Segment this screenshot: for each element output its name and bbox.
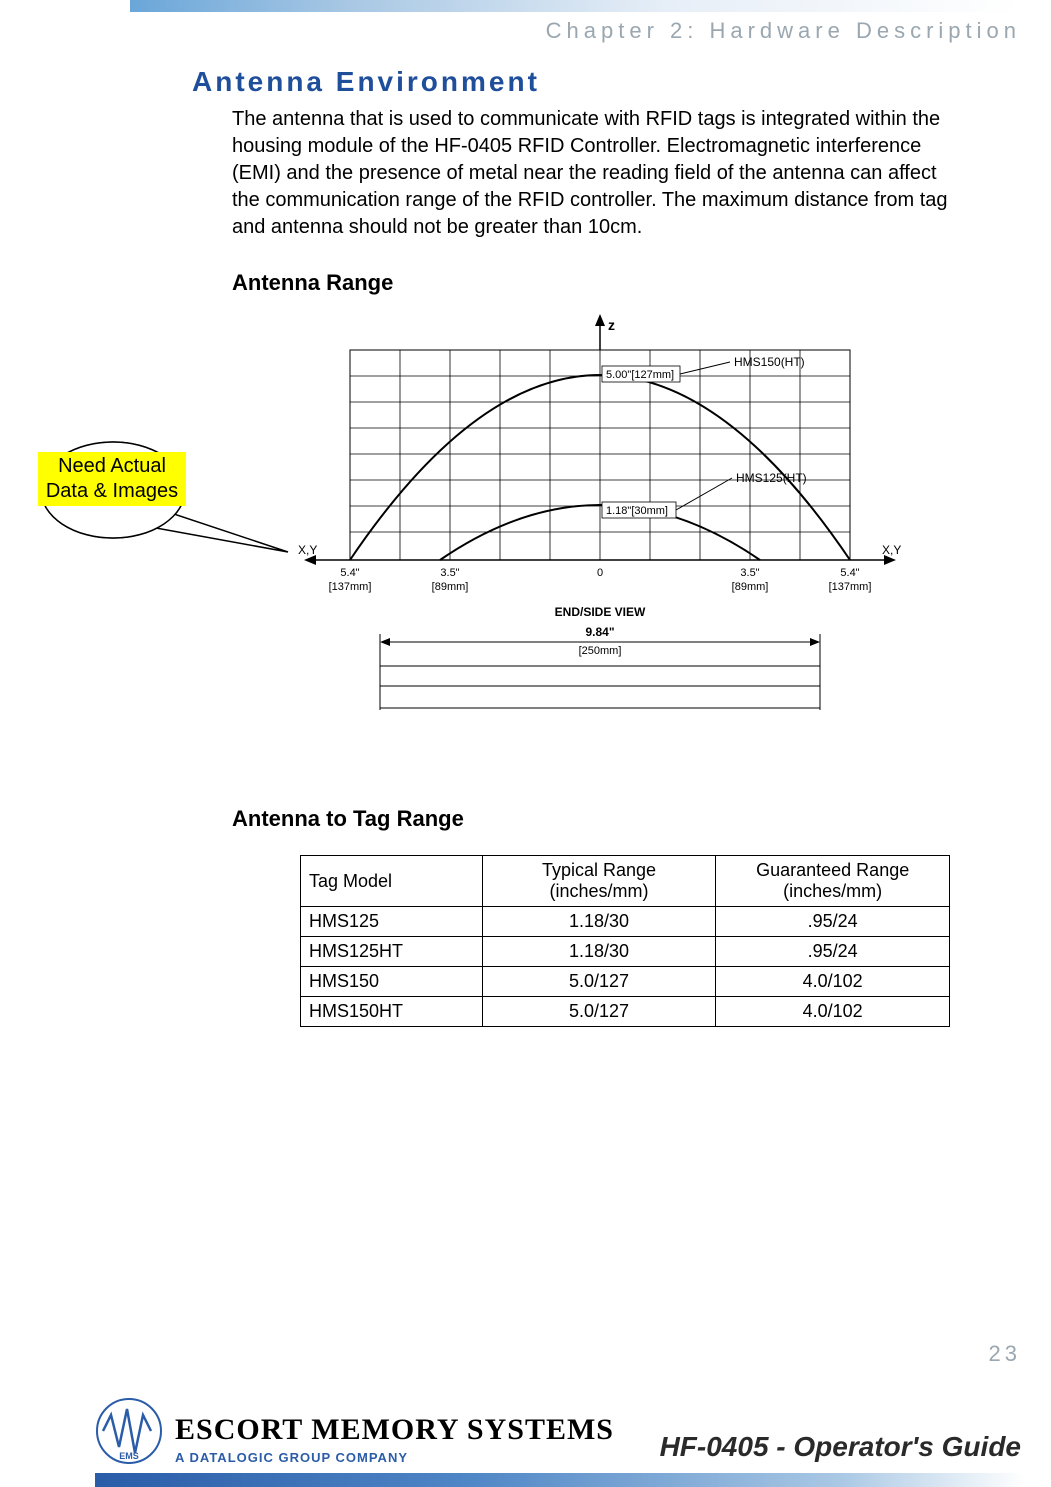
xy-left-label: X,Y	[298, 543, 317, 557]
diagram-grid	[350, 350, 850, 560]
xtick-sub: [137mm]	[829, 581, 872, 593]
table-row: HMS125 1.18/30 .95/24	[301, 907, 950, 937]
xtick: 3.5"	[740, 567, 759, 579]
cell: HMS150HT	[301, 997, 483, 1027]
antenna-range-title: Antenna Range	[232, 270, 393, 296]
table-row: HMS150 5.0/127 4.0/102	[301, 967, 950, 997]
peak-label-125: 1.18"[30mm]	[606, 505, 668, 517]
footer-company-sub: A DATALOGIC GROUP COMPANY	[175, 1450, 408, 1465]
callout-annotation: Need Actual Data & Images	[38, 440, 268, 640]
antenna-range-diagram: z X,Y X,Y 5.00"[127mm] HMS150(HT) 1.18"[…	[290, 310, 910, 730]
col-header: Typical Range (inches/mm)	[482, 856, 716, 907]
cell: 5.0/127	[482, 967, 716, 997]
xtick-sub: [89mm]	[432, 581, 469, 593]
cell: .95/24	[716, 907, 950, 937]
tag-range-table: Tag Model Typical Range (inches/mm) Guar…	[300, 855, 950, 1027]
header-gradient-bar	[130, 0, 1020, 12]
cell: HMS125HT	[301, 937, 483, 967]
xtick: 0	[597, 567, 603, 579]
xtick-sub: [89mm]	[732, 581, 769, 593]
section-body: The antenna that is used to communicate …	[232, 106, 952, 241]
side-width-sub: [250mm]	[579, 645, 622, 657]
footer-gradient-bar	[95, 1473, 1025, 1487]
cell: HMS150	[301, 967, 483, 997]
curve-name-125: HMS125(HT)	[736, 471, 807, 485]
page-number: 23	[989, 1341, 1021, 1367]
side-view-box	[380, 666, 820, 708]
page-footer: EMS ESCORT MEMORY SYSTEMS A DATALOGIC GR…	[0, 1377, 1051, 1487]
side-width-label: 9.84"	[585, 625, 614, 639]
svg-text:EMS: EMS	[119, 1451, 139, 1461]
table-row: HMS150HT 5.0/127 4.0/102	[301, 997, 950, 1027]
cell: .95/24	[716, 937, 950, 967]
z-axis-label: z	[608, 317, 615, 333]
table-header-row: Tag Model Typical Range (inches/mm) Guar…	[301, 856, 950, 907]
callout-text: Need Actual Data & Images	[38, 452, 186, 506]
footer-doc-title: HF-0405 - Operator's Guide	[660, 1431, 1021, 1463]
tag-range-title: Antenna to Tag Range	[232, 806, 464, 832]
cell: 5.0/127	[482, 997, 716, 1027]
xtick: 3.5"	[440, 567, 459, 579]
xtick: 5.4"	[340, 567, 359, 579]
table-row: HMS125HT 1.18/30 .95/24	[301, 937, 950, 967]
chapter-header: Chapter 2: Hardware Description	[546, 18, 1021, 44]
col-header: Guaranteed Range (inches/mm)	[716, 856, 950, 907]
cell: 1.18/30	[482, 937, 716, 967]
cell: 4.0/102	[716, 997, 950, 1027]
cell: 4.0/102	[716, 967, 950, 997]
peak-label-150: 5.00"[127mm]	[606, 369, 674, 381]
xtick: 5.4"	[840, 567, 859, 579]
xtick-sub: [137mm]	[329, 581, 372, 593]
section-title: Antenna Environment	[192, 66, 540, 98]
curve-name-150: HMS150(HT)	[734, 355, 805, 369]
col-header: Tag Model	[301, 856, 483, 907]
side-view-title: END/SIDE VIEW	[555, 605, 646, 619]
ems-logo-icon: EMS	[95, 1397, 163, 1465]
cell: HMS125	[301, 907, 483, 937]
xy-right-label: X,Y	[882, 543, 901, 557]
cell: 1.18/30	[482, 907, 716, 937]
footer-company-name: ESCORT MEMORY SYSTEMS	[175, 1413, 614, 1447]
